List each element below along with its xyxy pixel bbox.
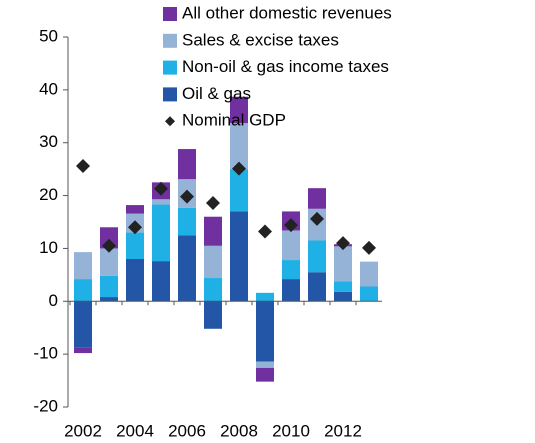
gdp-marker: [284, 218, 298, 233]
gdp-marker: [232, 161, 246, 176]
bar-segment: [126, 232, 144, 259]
legend-swatch: [163, 60, 177, 75]
bar-segment: [74, 279, 92, 302]
bar-segment: [100, 227, 118, 249]
legend-label: Nominal GDP: [182, 111, 286, 130]
y-tick-label: 10: [39, 238, 58, 257]
gdp-marker: [180, 189, 194, 204]
y-tick-label: 0: [49, 291, 58, 310]
bar-segment: [152, 199, 170, 205]
bar-segment: [282, 260, 300, 280]
legend-swatch: [163, 33, 177, 48]
bar-segment: [360, 286, 378, 302]
bar-segment: [74, 347, 92, 354]
gdp-marker: [258, 224, 272, 239]
x-tick-label: 2008: [220, 421, 258, 440]
bar-segment: [204, 216, 222, 246]
legend-label: All other domestic revenues: [182, 3, 392, 22]
x-tick-label: 2012: [324, 421, 362, 440]
bar-segment: [126, 259, 144, 302]
bar-segment: [178, 235, 196, 302]
bar-segment: [204, 278, 222, 302]
gdp-marker: [362, 240, 376, 255]
bar-segment: [152, 261, 170, 302]
bar-segment: [100, 297, 118, 302]
legend-swatch: [163, 7, 177, 21]
legend-label: Oil & gas: [182, 84, 251, 103]
gdp-marker: [336, 236, 350, 251]
gdp-marker: [154, 181, 168, 196]
bar-segment: [178, 149, 196, 180]
bar-segment: [282, 279, 300, 302]
bar-segment: [256, 301, 274, 362]
bar-segment: [74, 301, 92, 348]
legend-label: Non-oil & gas income taxes: [182, 57, 389, 76]
bar-segment: [230, 123, 248, 170]
bar-segment: [230, 96, 248, 124]
bar-segment: [230, 169, 248, 212]
gdp-marker: [102, 238, 116, 253]
bar-segment: [308, 272, 326, 302]
legend-label: Sales & excise taxes: [182, 30, 339, 49]
bar-segment: [204, 301, 222, 329]
legend-swatch: [163, 87, 177, 102]
bar-segment: [74, 252, 92, 280]
bar-segment: [204, 245, 222, 279]
bar-segment: [230, 211, 248, 302]
x-tick-label: 2010: [272, 421, 310, 440]
gdp-marker: [310, 211, 324, 226]
bar-segment: [308, 240, 326, 273]
bar-segment: [334, 246, 352, 282]
bar-segment: [126, 205, 144, 214]
bar-segment: [178, 207, 196, 236]
y-tick-label: 30: [39, 132, 58, 151]
bar-segment: [334, 281, 352, 292]
y-tick-label: -20: [33, 396, 58, 415]
bar-segment: [282, 230, 300, 261]
x-tick-label: 2004: [116, 421, 154, 440]
bar-segment: [152, 204, 170, 262]
bar-segment: [100, 248, 118, 276]
bar-segment: [256, 367, 274, 382]
bar-segment: [308, 188, 326, 209]
y-tick-label: -10: [33, 344, 58, 363]
bar-segment: [256, 361, 274, 368]
bar-segment: [360, 261, 378, 287]
y-tick-label: 40: [39, 79, 58, 98]
gdp-marker: [76, 158, 90, 173]
y-tick-label: 20: [39, 185, 58, 204]
legend-marker: [165, 116, 175, 127]
x-tick-label: 2006: [168, 421, 206, 440]
gdp-marker: [206, 195, 220, 210]
gdp-marker: [128, 220, 142, 235]
bar-segment: [334, 291, 352, 302]
y-tick-label: 50: [39, 26, 58, 45]
bar-segment: [100, 275, 118, 298]
bar-segment: [256, 292, 274, 302]
x-tick-label: 2002: [64, 421, 102, 440]
